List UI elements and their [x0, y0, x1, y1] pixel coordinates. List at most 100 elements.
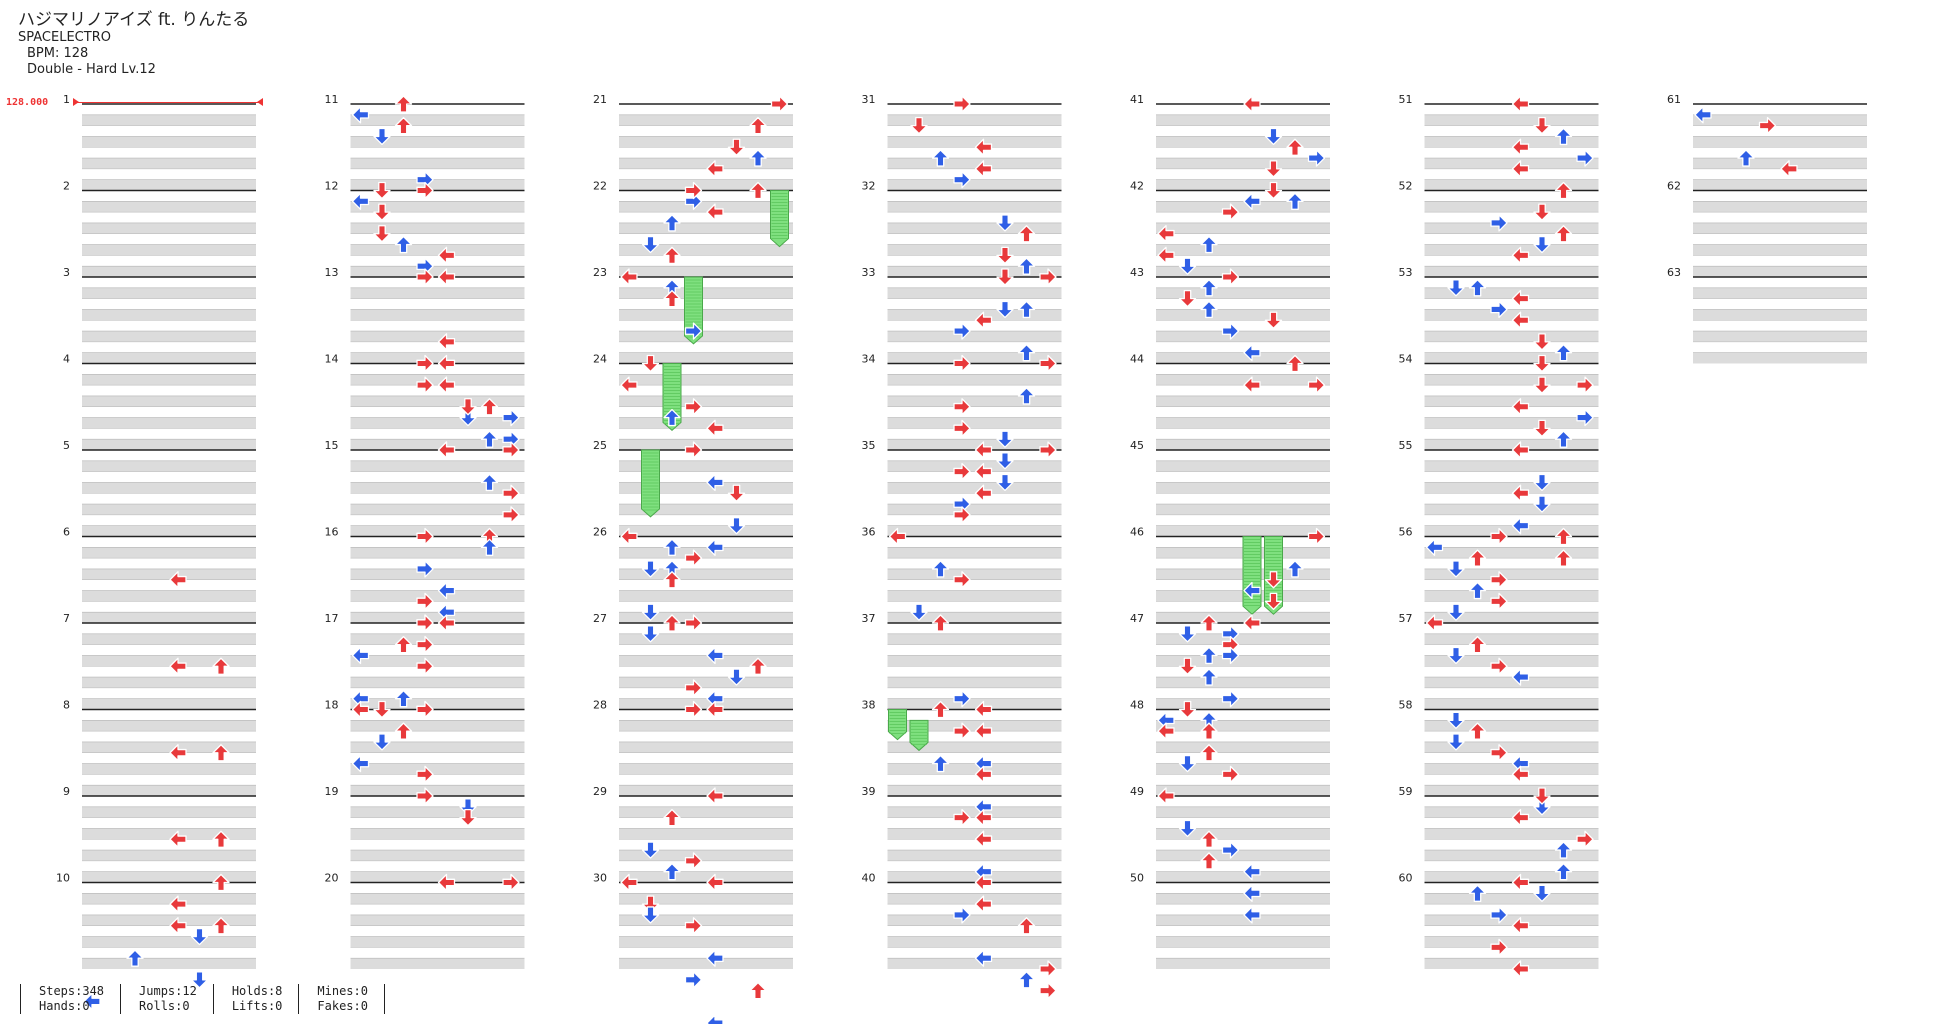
step-arrow — [1511, 517, 1530, 535]
step-arrow — [1243, 192, 1261, 210]
beat-band — [82, 806, 256, 818]
measure-number: 19 — [325, 785, 339, 798]
beat-band — [1693, 287, 1867, 299]
arrow-shape — [502, 873, 520, 892]
beat-band — [82, 871, 256, 883]
beat-band — [887, 806, 1062, 818]
beat-band — [619, 266, 793, 277]
measure-block: 40 — [862, 872, 1062, 969]
step-arrow — [416, 560, 434, 578]
arrow-shape — [770, 95, 789, 113]
arrow-shape — [1490, 571, 1508, 589]
arrow-shape — [641, 625, 660, 643]
beat-band — [1156, 114, 1330, 126]
beat-band — [619, 352, 793, 364]
fakes-count: Fakes:0 — [317, 999, 368, 1013]
step-arrow — [1533, 235, 1551, 254]
arrow-shape — [974, 873, 993, 892]
beat-band — [350, 612, 525, 623]
beat-band — [82, 612, 256, 623]
measure-block: 24 — [593, 353, 793, 450]
beat-band — [1424, 871, 1599, 883]
arrow-shape — [459, 808, 477, 827]
arrow-shape — [212, 873, 230, 892]
measure-number: 39 — [862, 785, 876, 798]
beat-band — [619, 850, 793, 861]
beat-band — [350, 158, 525, 169]
arrow-shape — [1264, 592, 1283, 611]
measure-block: 15 — [325, 439, 525, 537]
beat-band — [1156, 374, 1330, 386]
beat-band — [887, 352, 1062, 364]
measure-block: 1 — [63, 93, 256, 191]
song-artist: SPACELECTRO — [18, 30, 111, 45]
measure-number: 21 — [593, 93, 607, 106]
arrow-shape — [480, 430, 499, 448]
step-arrow — [1286, 560, 1304, 578]
measure-block: 52 — [1399, 180, 1599, 277]
beat-band — [82, 850, 256, 861]
beat-band — [887, 590, 1062, 602]
arrow-shape — [459, 798, 477, 816]
step-arrow — [888, 527, 907, 546]
step-arrow — [437, 873, 456, 892]
arrow-shape — [1200, 830, 1218, 848]
arrow-shape — [1490, 527, 1508, 546]
step-arrow — [953, 506, 971, 524]
arrow-shape — [727, 668, 746, 686]
measure-number: 7 — [63, 612, 70, 625]
measure-block: 45 — [1130, 439, 1330, 537]
arrow-shape — [1243, 192, 1261, 210]
beat-band — [1156, 655, 1330, 667]
step-arrow — [974, 830, 993, 848]
arrow-shape — [1221, 646, 1240, 665]
measure-block: 23 — [593, 266, 793, 364]
arrow-shape — [1511, 668, 1530, 686]
arrow-shape — [1264, 127, 1283, 146]
step-arrow — [1490, 744, 1508, 762]
arrow-shape — [1200, 300, 1218, 319]
beat-band — [350, 720, 525, 732]
step-arrow — [641, 906, 660, 924]
measure-number: 22 — [593, 180, 607, 193]
step-arrow — [996, 473, 1014, 492]
step-arrow — [1017, 300, 1036, 319]
step-arrow — [416, 527, 434, 546]
step-arrow — [1017, 971, 1036, 989]
measure-number: 45 — [1130, 439, 1144, 452]
step-arrow — [1468, 635, 1487, 654]
measure-block: 20 — [325, 872, 525, 969]
arrow-shape — [974, 895, 993, 913]
step-arrow — [1221, 203, 1240, 221]
beat-band — [619, 936, 793, 948]
arrow-shape — [1178, 657, 1197, 675]
step-arrow — [416, 787, 434, 805]
step-arrow — [953, 808, 971, 827]
step-arrow — [931, 754, 950, 773]
arrow-shape — [684, 398, 703, 416]
step-arrow — [351, 192, 370, 210]
step-arrow — [706, 700, 724, 719]
arrow-shape — [1511, 138, 1530, 156]
measure-block: 34 — [862, 353, 1062, 450]
measure-block: 60 — [1399, 872, 1599, 969]
beat-band — [887, 309, 1062, 321]
beat-band — [1424, 266, 1599, 277]
beat-band — [1424, 568, 1599, 580]
beat-band — [619, 374, 793, 386]
step-arrow — [620, 527, 638, 546]
arrow-shape — [1533, 419, 1551, 438]
beat-band — [82, 785, 256, 796]
arrow-shape — [1039, 981, 1057, 1000]
stats-cell-jumps: Jumps:12 Rolls:0 — [120, 984, 213, 1014]
beat-band — [350, 914, 525, 926]
step-arrow — [1468, 279, 1487, 297]
beat-band — [1424, 763, 1599, 775]
lifts-count: Lifts:0 — [231, 999, 283, 1013]
beat-band — [619, 201, 793, 213]
step-arrow — [706, 1014, 724, 1024]
difficulty-label: Double - Hard Lv.12 — [27, 62, 156, 77]
step-arrow — [1511, 808, 1530, 827]
step-arrow — [1243, 884, 1261, 902]
step-arrow — [1264, 311, 1283, 329]
